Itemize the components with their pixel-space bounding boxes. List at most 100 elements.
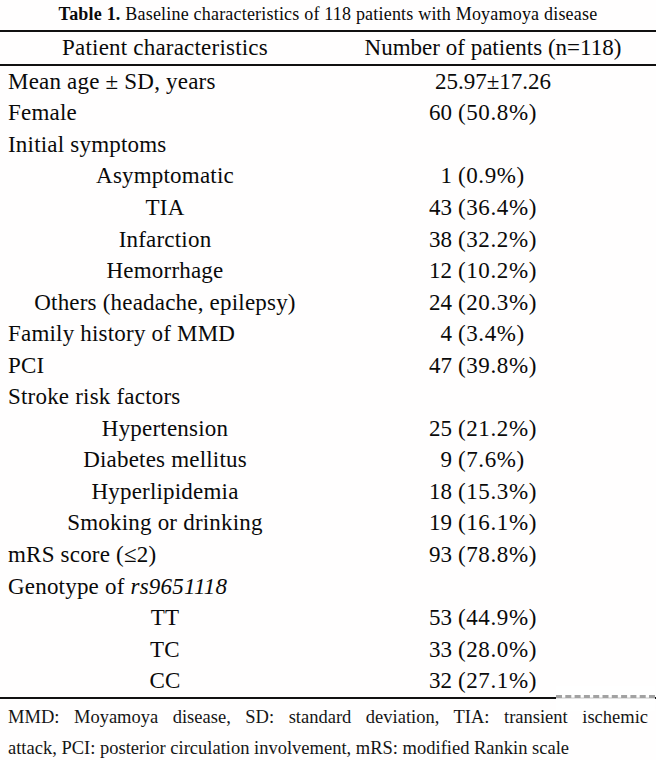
row-value-percent: (39.8%) xyxy=(452,353,537,379)
row-label: TC xyxy=(0,637,330,663)
table-row: Mean age ± SD, years25.97±17.26 xyxy=(0,66,656,98)
table-row: Smoking or drinking19(16.1%) xyxy=(0,508,656,540)
row-label-italic: rs9651118 xyxy=(130,574,227,599)
footnote-line-1: MMD: Moyamoya disease, SD: standard devi… xyxy=(8,702,648,733)
row-value-percent: (27.1%) xyxy=(452,668,537,694)
row-value-percent: (16.1%) xyxy=(452,510,537,536)
row-value: 12(10.2%) xyxy=(330,258,656,284)
row-value-group: 33(28.0%) xyxy=(330,637,656,663)
row-value-percent: (20.3%) xyxy=(452,290,537,316)
table-row: TT53(44.9%) xyxy=(0,602,656,634)
table-row: Diabetes mellitus9(7.6%) xyxy=(0,445,656,477)
row-value-count: 38 xyxy=(330,227,452,253)
row-value-percent: (3.4%) xyxy=(452,321,525,347)
row-value-group: 9(7.6%) xyxy=(330,447,656,473)
row-value-group: 43(36.4%) xyxy=(330,195,656,221)
table-row: TC33(28.0%) xyxy=(0,634,656,666)
table-row: Infarction38(32.2%) xyxy=(0,224,656,256)
row-label: Stroke risk factors xyxy=(0,384,330,410)
row-value-count: 4 xyxy=(330,321,452,347)
row-value: 53(44.9%) xyxy=(330,605,656,631)
table-body: Mean age ± SD, years25.97±17.26Female60(… xyxy=(0,66,656,697)
table-row: Hyperlipidemia18(15.3%) xyxy=(0,476,656,508)
paper-table-page: Table 1. Baseline characteristics of 118… xyxy=(0,0,656,760)
row-value-percent: (50.8%) xyxy=(452,100,537,126)
row-value-count: 43 xyxy=(330,195,452,221)
row-value-group: 60(50.8%) xyxy=(330,100,656,126)
row-value-percent: (32.2%) xyxy=(452,227,537,253)
row-value: 60(50.8%) xyxy=(330,100,656,126)
row-value-count: 9 xyxy=(330,447,452,473)
row-label: Asymptomatic xyxy=(0,163,330,189)
table-title-number: Table 1. xyxy=(59,4,121,24)
row-value-percent: (78.8%) xyxy=(452,542,537,568)
row-value: 9(7.6%) xyxy=(330,447,656,473)
row-value-percent: (15.3%) xyxy=(452,479,537,505)
row-label: Others (headache, epilepsy) xyxy=(0,290,330,316)
header-patient-characteristics: Patient characteristics xyxy=(0,35,330,61)
row-value-count: 18 xyxy=(330,479,452,505)
row-value-percent: (28.0%) xyxy=(452,637,537,663)
row-value-group: 1(0.9%) xyxy=(330,163,656,189)
table-row: Others (headache, epilepsy)24(20.3%) xyxy=(0,287,656,319)
row-value-group: 4(3.4%) xyxy=(330,321,656,347)
row-label: Genotype of rs9651118 xyxy=(0,574,330,600)
row-value: 38(32.2%) xyxy=(330,227,656,253)
row-value-group: 93(78.8%) xyxy=(330,542,656,568)
row-value-group: 38(32.2%) xyxy=(330,227,656,253)
table-row: Stroke risk factors xyxy=(0,381,656,413)
row-value: 24(20.3%) xyxy=(330,290,656,316)
row-value-percent: (36.4%) xyxy=(452,195,537,221)
row-value-count: 60 xyxy=(330,100,452,126)
row-label: TIA xyxy=(0,195,330,221)
table-row: TIA43(36.4%) xyxy=(0,192,656,224)
row-value-group: 53(44.9%) xyxy=(330,605,656,631)
row-value: 25.97±17.26 xyxy=(330,69,656,95)
row-value-group: 19(16.1%) xyxy=(330,510,656,536)
row-value-group: 25(21.2%) xyxy=(330,416,656,442)
table-row: Female60(50.8%) xyxy=(0,98,656,130)
table-header-row: Patient characteristics Number of patien… xyxy=(0,32,656,64)
row-value: 43(36.4%) xyxy=(330,195,656,221)
row-label: Diabetes mellitus xyxy=(0,447,330,473)
table-row: mRS score (≤2)93(78.8%) xyxy=(0,539,656,571)
row-value-percent: (21.2%) xyxy=(452,416,537,442)
row-value-percent: (10.2%) xyxy=(452,258,537,284)
row-value-percent: (7.6%) xyxy=(452,447,525,473)
row-label: Family history of MMD xyxy=(0,321,330,347)
footnote-line-2: attack, PCI: posterior circulation invol… xyxy=(8,733,648,760)
row-label: Initial symptoms xyxy=(0,132,330,158)
row-value-count: 93 xyxy=(330,542,452,568)
row-value-count: 33 xyxy=(330,637,452,663)
row-label: Hemorrhage xyxy=(0,258,330,284)
table-row: Family history of MMD4(3.4%) xyxy=(0,318,656,350)
row-value-group: 24(20.3%) xyxy=(330,290,656,316)
row-value: 25(21.2%) xyxy=(330,416,656,442)
row-label: Hypertension xyxy=(0,416,330,442)
row-value-count: 12 xyxy=(330,258,452,284)
header-number-of-patients: Number of patients (n=118) xyxy=(330,35,656,61)
watermark xyxy=(556,686,655,711)
row-value: 1(0.9%) xyxy=(330,163,656,189)
row-value-percent: (44.9%) xyxy=(452,605,537,631)
row-value-group: 12(10.2%) xyxy=(330,258,656,284)
row-value-count: 53 xyxy=(330,605,452,631)
row-value-percent: (0.9%) xyxy=(452,163,525,189)
row-value-count: 32 xyxy=(330,668,452,694)
row-label: PCI xyxy=(0,353,330,379)
row-value-count: 47 xyxy=(330,353,452,379)
table-row: Initial symptoms xyxy=(0,129,656,161)
table-title-text: Baseline characteristics of 118 patients… xyxy=(121,4,598,24)
row-value-count: 1 xyxy=(330,163,452,189)
row-value-group: 47(39.8%) xyxy=(330,353,656,379)
table-row: PCI47(39.8%) xyxy=(0,350,656,382)
row-label: TT xyxy=(0,605,330,631)
row-value-count: 24 xyxy=(330,290,452,316)
row-value-count: 19 xyxy=(330,510,452,536)
row-label: CC xyxy=(0,668,330,694)
row-value: 47(39.8%) xyxy=(330,353,656,379)
row-label: Mean age ± SD, years xyxy=(0,69,330,95)
row-label: Smoking or drinking xyxy=(0,510,330,536)
table-row: Asymptomatic1(0.9%) xyxy=(0,161,656,193)
row-value: 33(28.0%) xyxy=(330,637,656,663)
